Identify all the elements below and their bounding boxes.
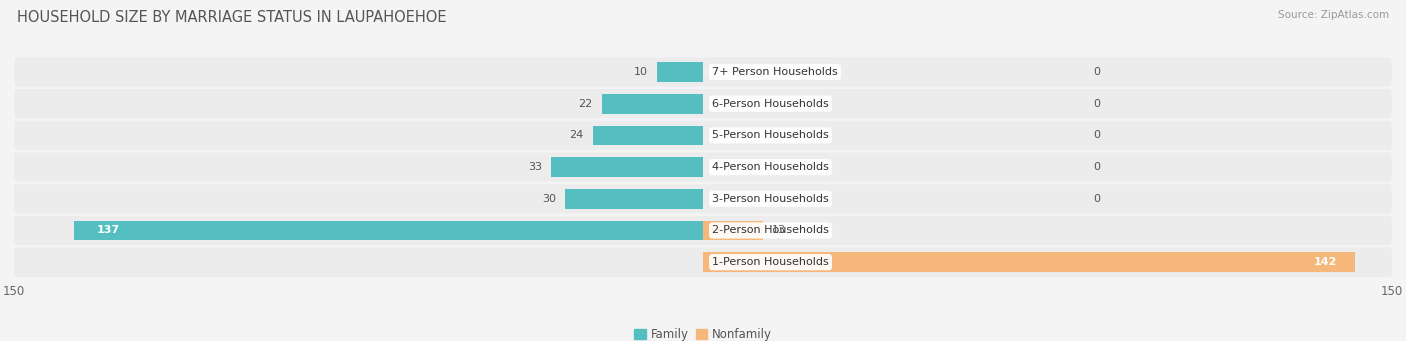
Bar	[703, 221, 762, 240]
Text: 4-Person Households: 4-Person Households	[713, 162, 830, 172]
Text: Source: ZipAtlas.com: Source: ZipAtlas.com	[1278, 10, 1389, 20]
FancyBboxPatch shape	[14, 248, 1392, 277]
Bar	[551, 157, 703, 177]
Text: 22: 22	[578, 99, 593, 109]
FancyBboxPatch shape	[14, 57, 1392, 87]
Bar	[73, 221, 703, 240]
Text: 142: 142	[1313, 257, 1337, 267]
Text: 7+ Person Households: 7+ Person Households	[713, 67, 838, 77]
Bar	[657, 62, 703, 82]
FancyBboxPatch shape	[14, 121, 1392, 150]
FancyBboxPatch shape	[14, 216, 1392, 245]
FancyBboxPatch shape	[14, 184, 1392, 213]
Text: 1-Person Households: 1-Person Households	[713, 257, 830, 267]
Legend: Family, Nonfamily: Family, Nonfamily	[630, 323, 776, 341]
Text: 0: 0	[1094, 162, 1101, 172]
Text: 0: 0	[1094, 99, 1101, 109]
Text: 5-Person Households: 5-Person Households	[713, 130, 830, 140]
Text: 24: 24	[569, 130, 583, 140]
Text: 3-Person Households: 3-Person Households	[713, 194, 830, 204]
Text: HOUSEHOLD SIZE BY MARRIAGE STATUS IN LAUPAHOEHOE: HOUSEHOLD SIZE BY MARRIAGE STATUS IN LAU…	[17, 10, 446, 25]
Text: 2-Person Households: 2-Person Households	[713, 225, 830, 236]
Text: 6-Person Households: 6-Person Households	[713, 99, 830, 109]
Text: 13: 13	[772, 225, 786, 236]
Text: 10: 10	[634, 67, 648, 77]
FancyBboxPatch shape	[14, 152, 1392, 182]
Text: 33: 33	[529, 162, 543, 172]
Text: 0: 0	[1094, 67, 1101, 77]
Text: 30: 30	[543, 194, 555, 204]
Bar	[703, 252, 1355, 272]
Bar	[565, 189, 703, 209]
FancyBboxPatch shape	[14, 89, 1392, 118]
Bar	[593, 125, 703, 145]
Text: 0: 0	[1094, 130, 1101, 140]
Bar	[602, 94, 703, 114]
Text: 137: 137	[97, 225, 120, 236]
Text: 0: 0	[1094, 194, 1101, 204]
